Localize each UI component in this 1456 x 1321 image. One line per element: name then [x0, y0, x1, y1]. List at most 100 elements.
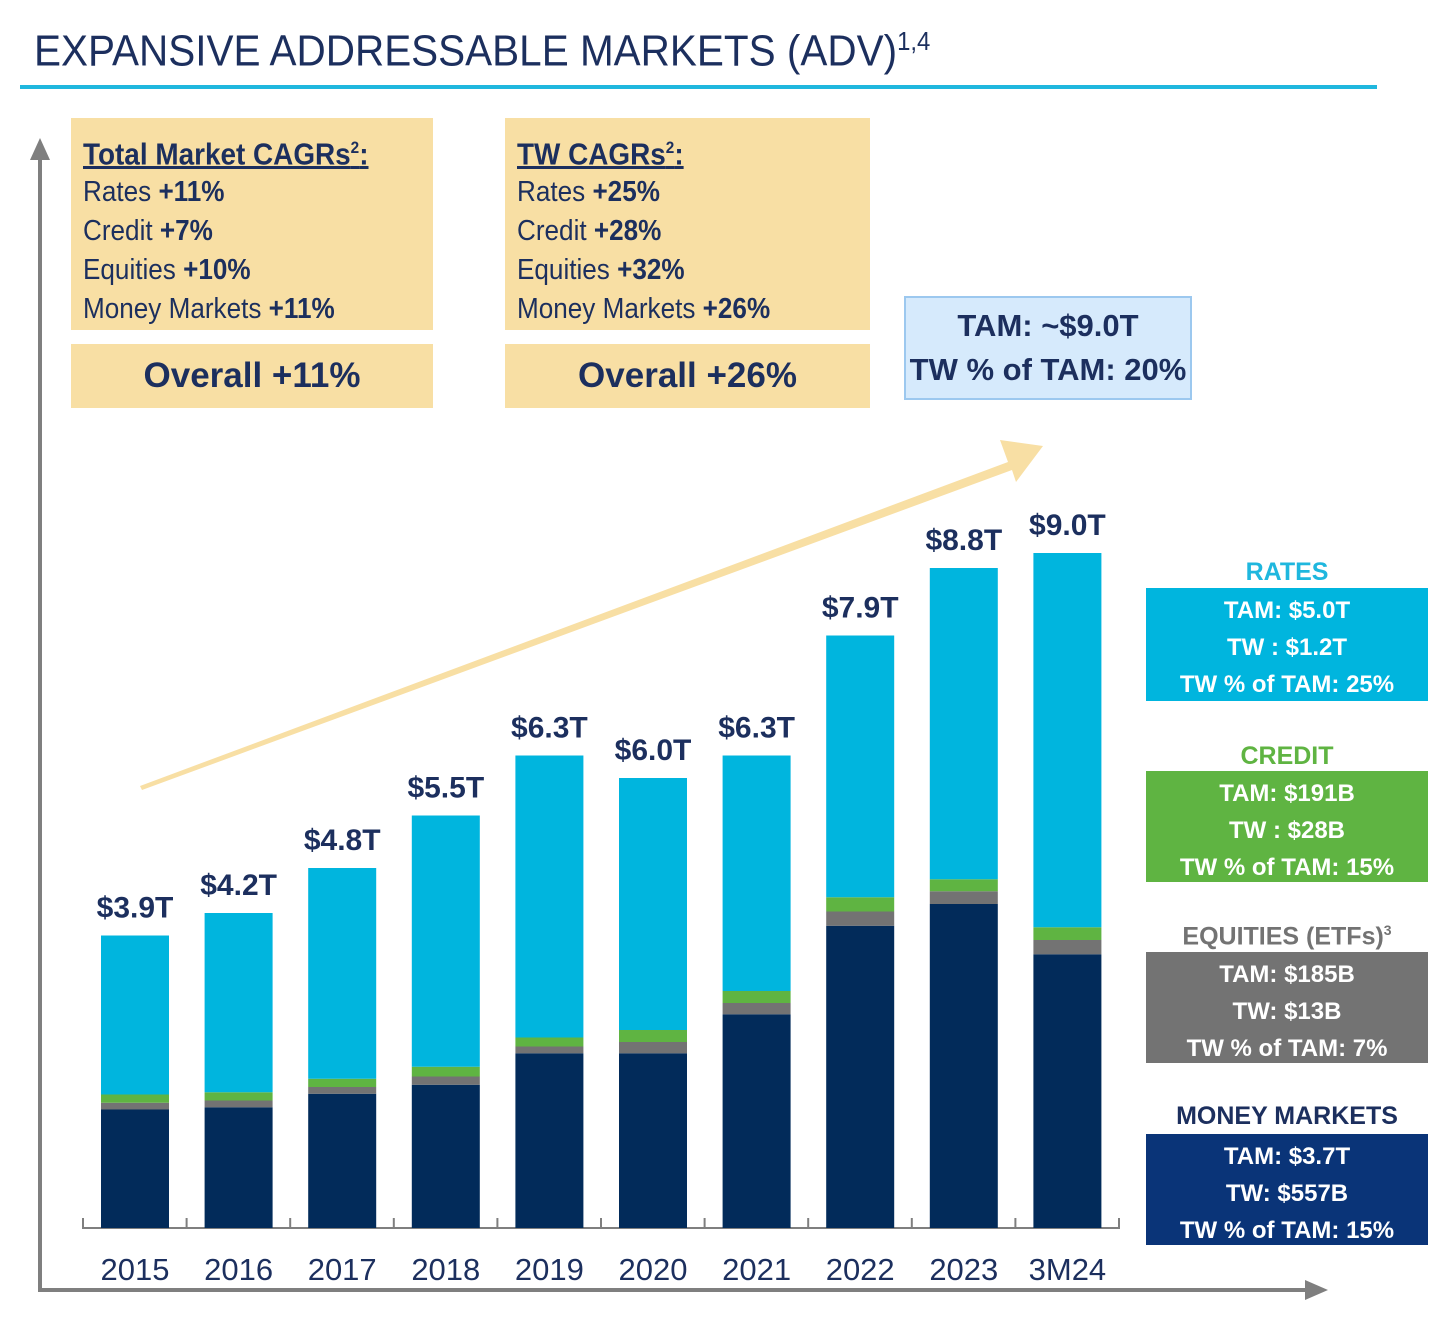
x-tick-label: 2018 — [411, 1252, 480, 1287]
legend-name: RATES — [1245, 558, 1329, 586]
tw-cagr-heading: TW CAGRs2: — [517, 136, 684, 172]
x-arrowhead — [1305, 1280, 1328, 1300]
cagr-value: +10% — [183, 254, 251, 287]
total-market-cagr-box: Total Market CAGRs2: Rates +11% Credit +7… — [71, 118, 433, 330]
x-tick-label: 2020 — [619, 1252, 688, 1287]
bar-segment-money-markets — [204, 1107, 273, 1228]
tam-summary-box: TAM: ~$9.0T TW % of TAM: 20% — [904, 296, 1192, 400]
bar-segment-equities-etfs — [101, 1102, 169, 1110]
total-label: $7.9T — [822, 592, 899, 625]
legend-box: TAM: $191B TW : $28B TW % of TAM: 15% — [1146, 771, 1428, 882]
bar-segment-rates — [308, 868, 377, 1079]
total-label: $6.3T — [718, 712, 795, 745]
growth-trend-arrow — [140, 440, 1043, 790]
bar-segment-rates — [204, 913, 273, 1093]
legend-line: TW : $28B — [1228, 817, 1345, 844]
heading-footnote: 2 — [665, 138, 675, 157]
legend-name: CREDIT — [1240, 742, 1334, 770]
cagr-row: Credit +7% — [83, 212, 387, 251]
total-overall-cagr: Overall +11% — [71, 344, 433, 408]
bar-segment-money-markets — [515, 1053, 584, 1228]
x-tick-label: 2017 — [308, 1252, 377, 1287]
legend-line: TW % of TAM: 15% — [1179, 1217, 1395, 1244]
bar-segment-equities-etfs — [619, 1042, 687, 1054]
cagr-label: Rates — [83, 176, 152, 209]
cagr-row: Money Markets +11% — [83, 290, 387, 329]
heading-footnote: 2 — [350, 138, 360, 157]
tam-total: TAM: ~$9.0T — [957, 308, 1139, 343]
bar-segment-rates — [826, 635, 895, 898]
legend-line: TW: $557B — [1225, 1180, 1349, 1207]
bar-segment-credit — [101, 1094, 169, 1103]
cagr-label: Rates — [517, 176, 586, 209]
cagr-value: +25% — [592, 176, 660, 209]
legend-title-equities-etfs-: EQUITIES (ETFs)3 — [1146, 922, 1428, 951]
bar-segment-rates — [722, 755, 791, 991]
page-title: EXPANSIVE ADDRESSABLE MARKETS (ADV)1,4 — [34, 26, 930, 77]
total-cagr-heading: Total Market CAGRs2: — [83, 136, 369, 172]
x-tick-label: 2021 — [722, 1252, 791, 1287]
tw-share-of-tam: TW % of TAM: 20% — [909, 352, 1187, 387]
cagr-value: +32% — [617, 254, 685, 287]
bar-segment-credit — [1033, 927, 1102, 940]
total-label: $3.9T — [97, 892, 174, 925]
legend-box: TAM: $3.7T TW: $557B TW % of TAM: 15% — [1146, 1134, 1428, 1245]
legend-line: TAM: $5.0T — [1223, 597, 1351, 624]
bar-segment-credit — [204, 1092, 273, 1101]
bar-segment-equities-etfs — [515, 1046, 584, 1054]
legend-line: TW % of TAM: 25% — [1179, 671, 1395, 698]
legend-line: TW: $13B — [1232, 998, 1342, 1025]
bar-segment-rates — [515, 755, 584, 1038]
cagr-label: Equities — [83, 254, 176, 287]
cagr-label: Equities — [517, 254, 610, 287]
tw-cagr-box: TW CAGRs2: Rates +25% Credit +28% Equities… — [505, 118, 870, 330]
cagr-row: Equities +10% — [83, 251, 387, 290]
tw-overall-cagr: Overall +26% — [505, 344, 870, 408]
legend-title-rates: RATES — [1146, 558, 1428, 587]
cagr-row: Rates +11% — [83, 173, 387, 212]
x-tick-label: 2022 — [826, 1252, 895, 1287]
cagr-row: Rates +25% — [517, 173, 824, 212]
bar-segment-money-markets — [619, 1053, 687, 1228]
cagr-label: Credit — [83, 215, 153, 248]
legend-line: TW : $1.2T — [1226, 634, 1347, 661]
bar-segment-equities-etfs — [204, 1100, 273, 1108]
legend-box: TAM: $185B TW: $13B TW % of TAM: 7% — [1146, 952, 1428, 1063]
x-tick-label: 2023 — [929, 1252, 998, 1287]
legend-line: TAM: $185B — [1219, 961, 1355, 988]
title-divider — [20, 85, 1377, 89]
bar-segment-rates — [929, 568, 998, 880]
bar-segment-rates — [1033, 553, 1102, 928]
legend-name: MONEY MARKETS — [1176, 1102, 1398, 1130]
title-text: EXPANSIVE ADDRESSABLE MARKETS (ADV) — [34, 26, 898, 76]
cagr-value: +28% — [593, 215, 662, 248]
x-tick-label: 2015 — [101, 1252, 170, 1287]
bar-segment-credit — [411, 1066, 480, 1077]
legend-title-money-markets: MONEY MARKETS — [1146, 1102, 1428, 1131]
cagr-row: Credit +28% — [517, 212, 824, 251]
bar-segment-equities-etfs — [929, 891, 998, 904]
bar-segment-money-markets — [1033, 954, 1102, 1228]
bar-segment-rates — [101, 935, 169, 1095]
bar-segment-equities-etfs — [411, 1076, 480, 1085]
bar-segment-equities-etfs — [826, 911, 895, 926]
title-footnote: 1,4 — [897, 26, 931, 56]
bar-segment-equities-etfs — [308, 1087, 377, 1094]
cagr-value: +11% — [158, 176, 225, 209]
legend-line: TAM: $3.7T — [1223, 1143, 1351, 1170]
legend-line: TW % of TAM: 15% — [1179, 854, 1395, 881]
bar-segment-equities-etfs — [722, 1003, 791, 1015]
bar-segment-money-markets — [308, 1093, 377, 1228]
legend-title-credit: CREDIT — [1146, 742, 1428, 771]
cagr-row: Money Markets +26% — [517, 290, 824, 329]
y-arrowhead — [30, 138, 50, 160]
heading-text: TW CAGRs — [517, 136, 666, 172]
cagr-row: Equities +32% — [517, 251, 824, 290]
cagr-label: Money Markets — [517, 293, 696, 326]
bar-segment-credit — [308, 1078, 377, 1087]
bar-segment-credit — [619, 1030, 687, 1042]
bar-segment-money-markets — [101, 1109, 169, 1228]
total-label: $8.8T — [925, 524, 1002, 557]
